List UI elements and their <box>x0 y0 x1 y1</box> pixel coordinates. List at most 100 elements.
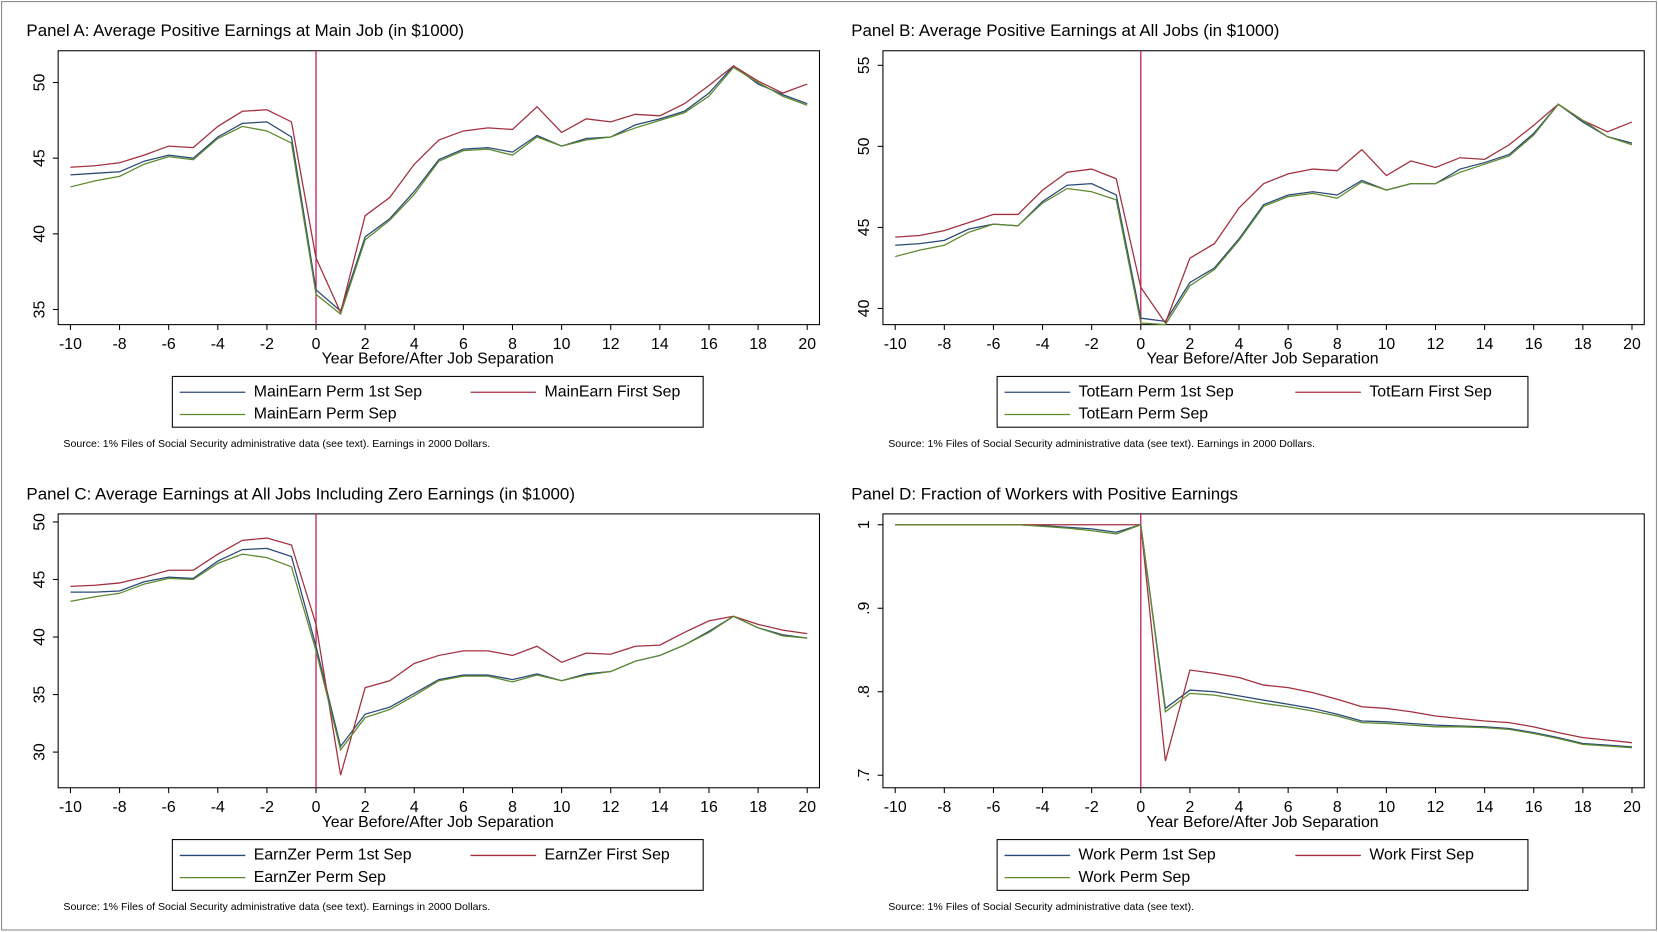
x-tick-label: 20 <box>798 799 816 816</box>
legend: MainEarn Perm 1st Sep MainEarn First Sep M… <box>171 375 704 428</box>
panel-title: Panel C: Average Earnings at All Jobs In… <box>26 484 575 503</box>
y-tick-label: 30 <box>31 743 48 761</box>
source-note: Source: 1% Files of Social Security admi… <box>888 438 1315 450</box>
y-tick-label: 50 <box>31 74 48 92</box>
y-tick-label: 40 <box>856 299 873 317</box>
legend-label: Work First Sep <box>1369 847 1474 864</box>
x-tick-label: 6 <box>1284 336 1293 353</box>
data-line <box>70 65 808 315</box>
x-tick-label: 0 <box>1136 336 1145 353</box>
legend-label: Work Perm 1st Sep <box>1079 847 1216 864</box>
y-tick-label: 45 <box>31 570 48 588</box>
x-tick-label: -10 <box>59 799 82 816</box>
data-line <box>895 103 1633 325</box>
x-tick-label: 20 <box>1623 799 1641 816</box>
x-tick-label: 0 <box>1136 799 1145 816</box>
source-note: Source: 1% Files of Social Security admi… <box>888 901 1194 913</box>
data-line <box>895 103 1633 326</box>
x-axis-title: Year Before/After Job Separation <box>1146 814 1378 831</box>
source-note: Source: 1% Files of Social Security admi… <box>63 901 490 913</box>
y-tick-label: 45 <box>856 218 873 236</box>
x-tick-label: 12 <box>602 336 620 353</box>
x-tick-label: -10 <box>884 799 907 816</box>
x-tick-label: 12 <box>1427 799 1445 816</box>
x-tick-label: 2 <box>361 336 370 353</box>
x-tick-label: -4 <box>211 799 225 816</box>
legend-frame <box>171 839 704 891</box>
legend-label: MainEarn Perm 1st Sep <box>254 383 423 400</box>
legend-label: EarnZer Perm Sep <box>254 869 386 886</box>
x-tick-label: -6 <box>162 336 176 353</box>
panel: Panel A: Average Positive Earnings at Ma… <box>26 21 821 450</box>
x-tick-label: 2 <box>1185 336 1194 353</box>
x-tick-label: -8 <box>937 336 951 353</box>
x-tick-label: 0 <box>312 799 321 816</box>
panel: Panel C: Average Earnings at All Jobs In… <box>26 484 821 913</box>
y-tick-label: .9 <box>856 601 873 614</box>
data-line <box>895 523 1633 749</box>
data-line <box>70 553 808 752</box>
x-tick-label: 6 <box>459 799 468 816</box>
x-tick-label: -2 <box>260 336 274 353</box>
plot-frame <box>57 50 821 326</box>
y-tick-label: .8 <box>856 685 873 698</box>
x-tick-label: -4 <box>1036 336 1050 353</box>
y-tick-label: 50 <box>31 513 48 531</box>
plot-frame <box>882 50 1645 326</box>
x-tick-label: 18 <box>749 799 767 816</box>
panel: Panel B: Average Positive Earnings at Al… <box>851 21 1645 450</box>
data-line <box>70 537 808 776</box>
panel-title: Panel B: Average Positive Earnings at Al… <box>851 21 1279 40</box>
data-line <box>70 66 808 316</box>
x-tick-label: 16 <box>1525 336 1543 353</box>
y-tick-label: 45 <box>31 149 48 167</box>
x-tick-label: 4 <box>410 799 419 816</box>
x-tick-label: 10 <box>553 799 571 816</box>
x-tick-label: 16 <box>700 799 718 816</box>
x-tick-label: -10 <box>59 336 82 353</box>
x-tick-label: 12 <box>602 799 620 816</box>
y-tick-label: 35 <box>31 300 48 318</box>
x-tick-label: -4 <box>211 336 225 353</box>
x-tick-label: 4 <box>410 336 419 353</box>
x-tick-label: -8 <box>937 799 951 816</box>
legend-frame <box>996 375 1529 428</box>
x-tick-label: 8 <box>1333 799 1342 816</box>
x-tick-label: 18 <box>1574 336 1592 353</box>
y-tick-label: 50 <box>856 137 873 155</box>
x-tick-label: 12 <box>1427 336 1445 353</box>
x-tick-label: 0 <box>312 336 321 353</box>
legend-label: MainEarn First Sep <box>545 383 681 400</box>
x-tick-label: 6 <box>1284 799 1293 816</box>
legend-label: TotEarn Perm Sep <box>1079 406 1209 423</box>
x-tick-label: 14 <box>651 336 669 353</box>
x-tick-label: 2 <box>1185 799 1194 816</box>
x-tick-label: -10 <box>884 336 907 353</box>
panel-title: Panel D: Fraction of Workers with Positi… <box>851 484 1238 503</box>
x-tick-label: 8 <box>508 336 517 353</box>
x-tick-label: -6 <box>162 799 176 816</box>
x-axis-title: Year Before/After Job Separation <box>322 814 554 831</box>
x-tick-label: 20 <box>798 336 816 353</box>
y-tick-label: 55 <box>856 56 873 74</box>
x-tick-label: -2 <box>260 799 274 816</box>
source-note: Source: 1% Files of Social Security admi… <box>63 438 490 450</box>
x-tick-label: 10 <box>1378 799 1396 816</box>
legend-label: MainEarn Perm Sep <box>254 406 397 423</box>
panel: Panel D: Fraction of Workers with Positi… <box>851 484 1645 913</box>
x-tick-label: -6 <box>986 799 1000 816</box>
x-tick-label: 2 <box>361 799 370 816</box>
x-tick-label: 14 <box>1476 336 1494 353</box>
legend-label: TotEarn Perm 1st Sep <box>1079 383 1234 400</box>
x-tick-label: 14 <box>1476 799 1494 816</box>
x-tick-label: 16 <box>1525 799 1543 816</box>
x-tick-label: 20 <box>1623 336 1641 353</box>
x-tick-label: -8 <box>112 799 126 816</box>
panel-title: Panel A: Average Positive Earnings at Ma… <box>26 21 464 40</box>
legend-frame <box>996 839 1529 891</box>
legend: EarnZer Perm 1st Sep EarnZer First Sep Ear… <box>171 839 704 891</box>
x-tick-label: -6 <box>986 336 1000 353</box>
plot-frame <box>882 513 1645 789</box>
